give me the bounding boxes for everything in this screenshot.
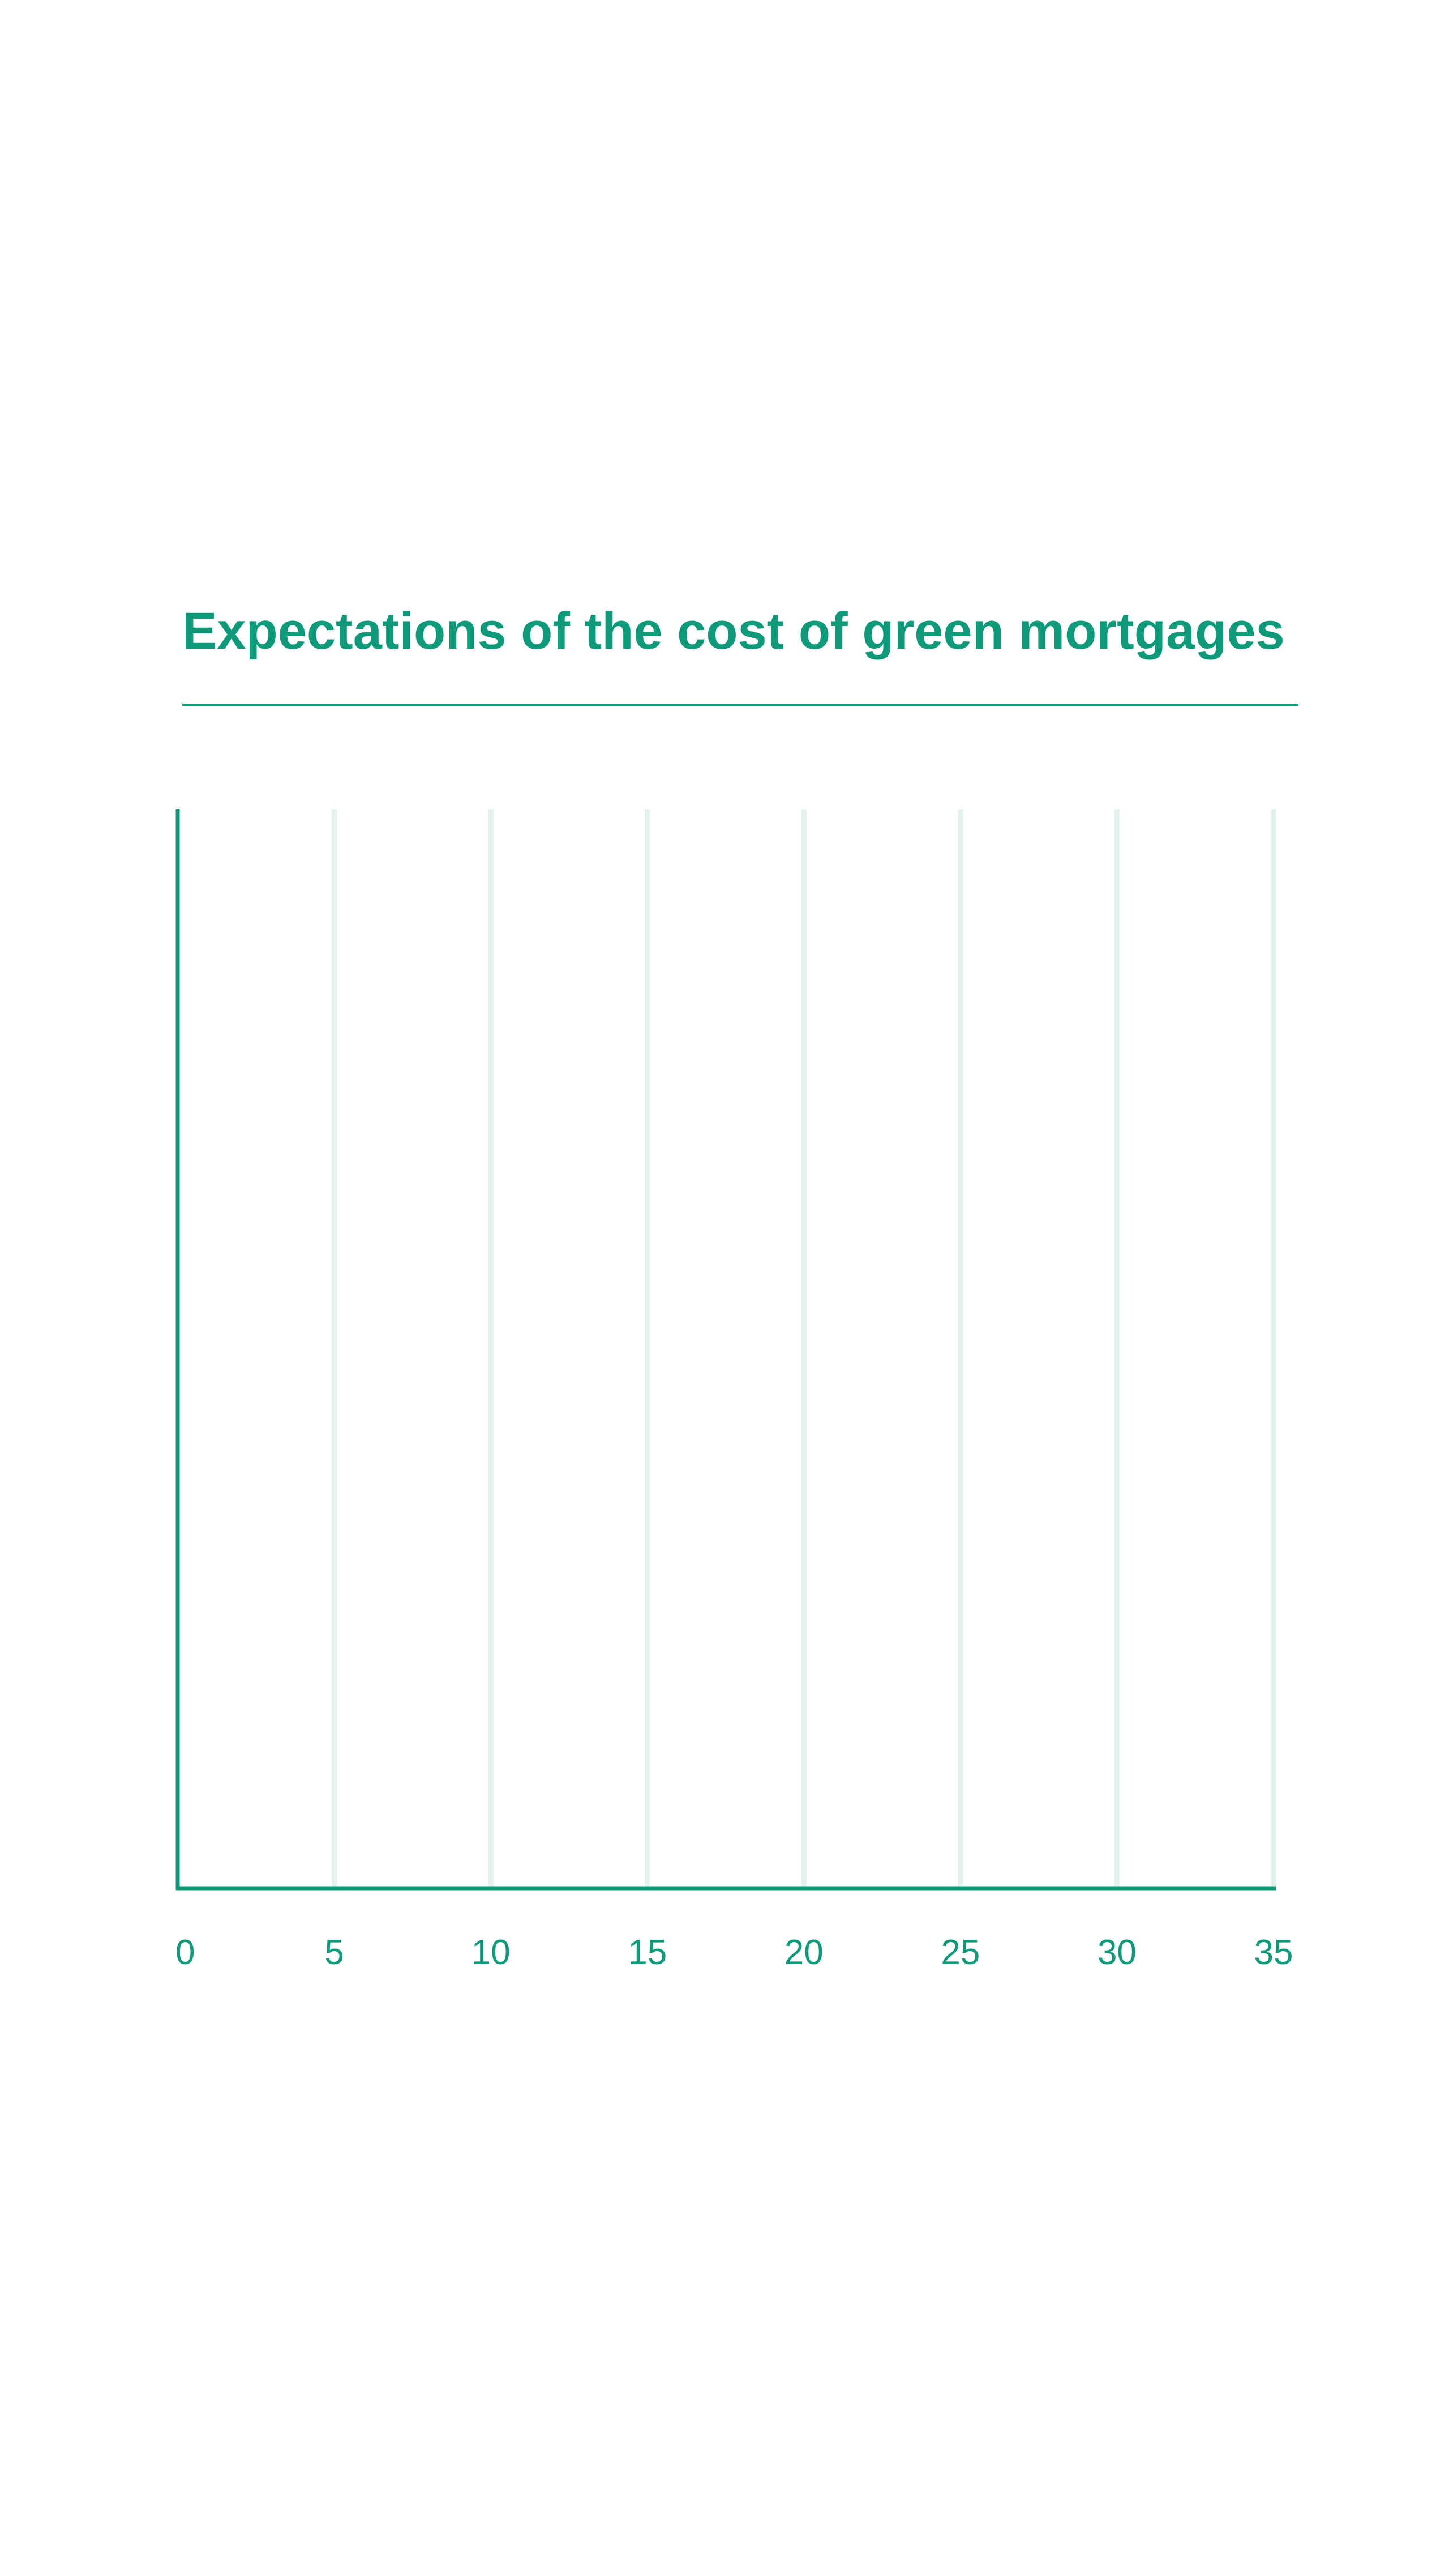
x-tick-label: 30 [1098,1933,1137,1972]
gridlines [332,809,1276,1888]
x-axis-ticks: 0 5 10 15 20 25 30 35 [175,1933,1293,1972]
x-tick-label: 15 [628,1933,667,1972]
chart-title: Expectations of the cost of green mortga… [182,602,1285,660]
x-tick-label: 10 [471,1933,511,1972]
title-divider [182,704,1298,706]
x-tick-label: 5 [324,1933,344,1972]
axes [175,809,1276,1891]
x-tick-label: 35 [1254,1933,1293,1972]
x-tick-label: 0 [175,1933,195,1972]
x-tick-label: 20 [784,1933,824,1972]
x-tick-label: 25 [941,1933,980,1972]
